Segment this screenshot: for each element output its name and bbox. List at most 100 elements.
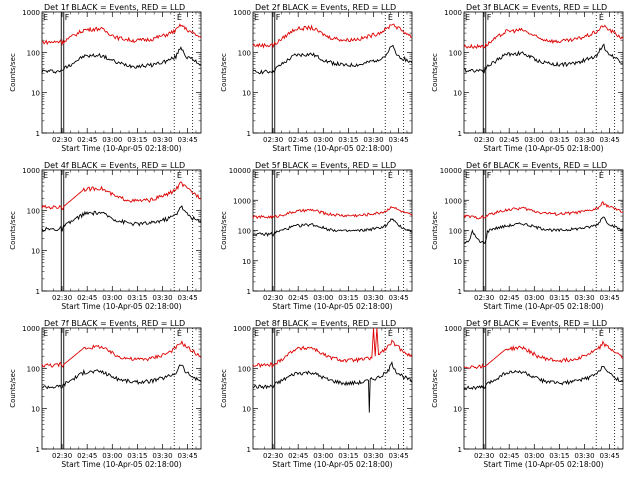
x-tick-label: 03:00 (313, 452, 333, 460)
x-tick-label: 03:30 (363, 136, 383, 144)
x-tick-label: 03:30 (152, 452, 172, 460)
marker-label: F (487, 13, 492, 22)
marker-label: E (254, 171, 259, 180)
x-axis-label: Start Time (10-Apr-05 02:18:00) (61, 144, 181, 153)
x-axis-label: Start Time (10-Apr-05 02:18:00) (272, 302, 392, 311)
marker-label: F (65, 171, 70, 180)
y-tick-label: 1 (36, 130, 40, 138)
y-tick-label: 1 (36, 446, 40, 454)
y-tick-label: 100 (449, 49, 462, 57)
plot-frame (41, 327, 202, 450)
x-tick-label: 03:45 (389, 294, 409, 302)
x-tick-label: 03:45 (600, 136, 620, 144)
series-line-lld (463, 24, 624, 49)
series-line-lld (252, 206, 413, 220)
plot-frame (463, 169, 624, 292)
x-tick-label: 03:45 (178, 452, 198, 460)
x-axis-label: Start Time (10-Apr-05 02:18:00) (61, 460, 181, 469)
x-tick-label: 03:15 (549, 294, 569, 302)
x-axis-label: Start Time (10-Apr-05 02:18:00) (272, 460, 392, 469)
x-tick-label: 03:30 (574, 294, 594, 302)
marker-label: E (177, 13, 182, 22)
y-axis-label: Counts/sec (9, 53, 17, 92)
y-axis-label: Counts/sec (220, 53, 228, 92)
y-tick-label: 1000 (444, 197, 462, 205)
marker-label: E (599, 329, 604, 338)
plot-frame (252, 11, 413, 134)
series-line-events (463, 43, 624, 74)
chart-title: Det 4f BLACK = Events, RED = LLD (44, 161, 185, 170)
x-tick-label: 02:45 (77, 136, 97, 144)
x-tick-label: 03:45 (389, 452, 409, 460)
x-tick-label: 03:15 (127, 452, 147, 460)
series-line-events (463, 216, 624, 244)
plot-frame (41, 169, 202, 292)
marker-label: F (487, 171, 492, 180)
y-tick-label: 10 (453, 90, 462, 98)
y-tick-label: 10 (242, 90, 251, 98)
y-axis-label: Counts/sec (431, 211, 439, 250)
x-tick-label: 03:15 (127, 294, 147, 302)
y-tick-label: 1 (247, 446, 251, 454)
series-line-events (252, 44, 413, 75)
y-axis-label: Counts/sec (9, 211, 17, 250)
x-tick-label: 02:30 (52, 136, 72, 144)
marker-label: E (177, 171, 182, 180)
chart-title: Det 8f BLACK = Events, RED = LLD (255, 319, 396, 328)
y-tick-label: 10 (453, 258, 462, 266)
x-tick-label: 02:45 (288, 136, 308, 144)
series-line-events (252, 218, 412, 237)
y-tick-label: 1 (458, 288, 462, 296)
x-tick-label: 02:45 (499, 294, 519, 302)
x-tick-label: 02:45 (499, 136, 519, 144)
x-tick-label: 02:30 (263, 294, 283, 302)
series-line-events (463, 365, 624, 391)
y-tick-label: 10 (31, 406, 40, 414)
x-axis-label: Start Time (10-Apr-05 02:18:00) (483, 302, 603, 311)
x-tick-label: 03:15 (338, 452, 358, 460)
y-axis-label: Counts/sec (431, 369, 439, 408)
x-tick-label: 03:00 (313, 136, 333, 144)
x-tick-label: 03:45 (178, 136, 198, 144)
y-tick-label: 10 (453, 406, 462, 414)
series-line-events (252, 361, 413, 413)
x-tick-label: 02:45 (288, 294, 308, 302)
plot-frame (463, 11, 624, 134)
x-tick-label: 03:00 (524, 136, 544, 144)
x-tick-label: 03:15 (549, 452, 569, 460)
chart-title: Det 2f BLACK = Events, RED = LLD (255, 3, 396, 12)
series-line-lld (41, 340, 202, 368)
chart-title: Det 5f BLACK = Events, RED = LLD (255, 161, 396, 170)
x-tick-label: 03:00 (524, 452, 544, 460)
x-tick-label: 03:00 (313, 294, 333, 302)
y-tick-label: 1 (458, 446, 462, 454)
panel-det-5f: Det 5f BLACK = Events, RED = LLD 1 10 100 10… (220, 161, 413, 311)
marker-label: E (465, 329, 470, 338)
y-tick-label: 10000 (229, 167, 251, 175)
marker-label: F (276, 329, 281, 338)
series-line-events (41, 205, 202, 232)
panel-det-6f: Det 6f BLACK = Events, RED = LLD 1 10 100 10… (431, 161, 624, 311)
series-line-lld (252, 327, 413, 369)
x-tick-label: 03:45 (600, 294, 620, 302)
series-line-lld (463, 340, 624, 370)
x-axis-label: Start Time (10-Apr-05 02:18:00) (272, 144, 392, 153)
y-tick-label: 100 (449, 228, 462, 236)
x-tick-label: 03:00 (524, 294, 544, 302)
x-tick-label: 02:45 (499, 452, 519, 460)
x-tick-label: 02:30 (474, 452, 494, 460)
x-tick-label: 03:00 (102, 452, 122, 460)
x-tick-label: 03:45 (178, 294, 198, 302)
y-tick-label: 10 (242, 406, 251, 414)
x-tick-label: 03:30 (152, 294, 172, 302)
marker-label: E (43, 171, 48, 180)
marker-label: F (276, 13, 281, 22)
series-line-lld (252, 23, 413, 49)
x-tick-label: 02:30 (52, 452, 72, 460)
chart-title: Det 9f BLACK = Events, RED = LLD (466, 319, 607, 328)
y-tick-label: 100 (238, 49, 251, 57)
x-tick-label: 03:30 (574, 136, 594, 144)
x-tick-label: 02:30 (52, 294, 72, 302)
chart-title: Det 3f BLACK = Events, RED = LLD (466, 3, 607, 12)
